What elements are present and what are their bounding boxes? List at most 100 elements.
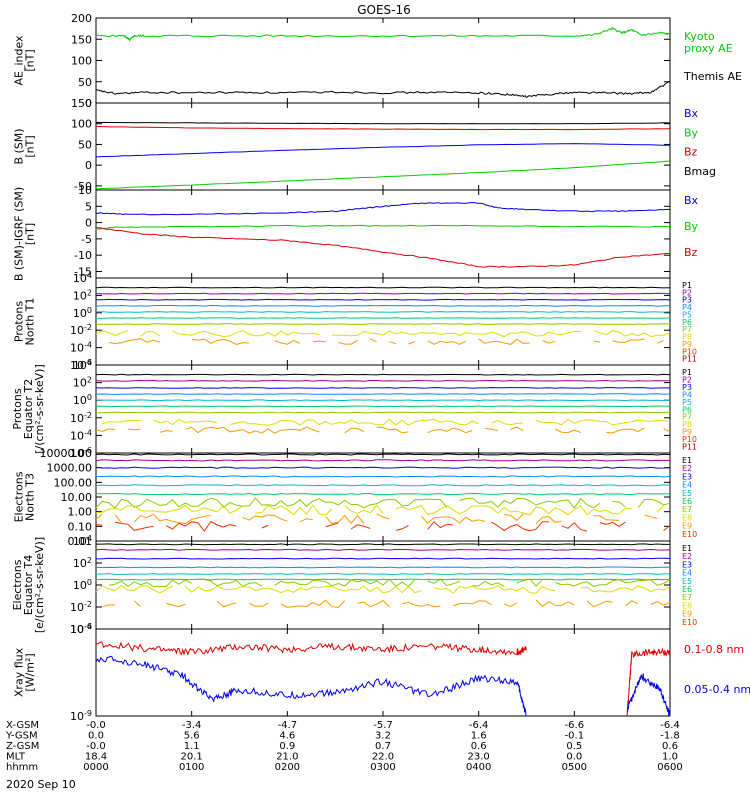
ephem-value: 0.0 — [566, 752, 582, 763]
y-tick-label: 0 — [85, 97, 92, 110]
tick-exponent: 2 — [87, 376, 92, 385]
channel-line-E8 — [395, 504, 632, 516]
panel-bsm: 150 100 50 0 -50 B (SM)[nT] Bx By Bz Bmag — [13, 97, 717, 193]
channel-line-E7 — [274, 578, 416, 588]
channel-line-P5 — [95, 311, 671, 313]
legend-P3: P3 — [682, 296, 692, 305]
channel-line-E9 — [420, 515, 486, 524]
legend-entry: Bx — [684, 194, 699, 207]
channel-line-E9 — [299, 518, 313, 523]
channel-line-E9 — [102, 604, 116, 608]
channel-line-E9 — [280, 599, 346, 609]
y-tick-label: 200 — [71, 12, 92, 25]
y-axis-label: ProtonsNorth T1 — [13, 298, 37, 346]
channel-line-P5 — [95, 399, 671, 402]
y-tick-label: -50 — [74, 180, 92, 193]
ephem-row-label: X-GSM — [6, 720, 39, 731]
channel-line-P9 — [478, 338, 530, 345]
tick-base: 10 — [70, 359, 84, 372]
tick-base: 10 — [70, 324, 84, 337]
tick-exponent: 2 — [87, 556, 92, 565]
channel-line-E10 — [395, 524, 409, 531]
channel-line-E7 — [95, 497, 448, 509]
ephem-value: 0.0 — [88, 731, 104, 742]
legend-entry: 0.05-0.4 nm — [684, 683, 750, 696]
legend-entry: Bz — [684, 146, 698, 159]
channel-line-P9 — [185, 426, 320, 434]
channel-line-E8 — [95, 504, 243, 514]
tick-base: 10 — [70, 342, 84, 355]
channel-line-E9 — [586, 600, 613, 608]
tick-base: 10 — [73, 359, 87, 372]
channel-line-E10 — [165, 520, 237, 532]
y-tick-label: 10-9 — [70, 709, 92, 723]
series-kyoto-proxy-ae — [95, 26, 671, 43]
legend-E3: E3 — [682, 472, 692, 481]
channel-line-E9 — [644, 514, 658, 519]
channel-line-P9 — [95, 428, 116, 432]
channel-line-P9 — [376, 426, 409, 434]
y-tick-label: 1000.00 — [47, 462, 93, 475]
channel-line-E9 — [133, 600, 141, 607]
tick-base: 10 — [73, 579, 87, 592]
y-axis-label: ElectronsEquator T4[e/(cm²-s-sr-keV)] — [11, 537, 46, 633]
series-bz — [95, 227, 671, 268]
channel-line-E7 — [427, 578, 460, 587]
legend-P5: P5 — [682, 398, 692, 407]
legend-P10: P10 — [682, 435, 697, 444]
channel-line-P4 — [95, 304, 670, 307]
ephem-value: -1.8 — [660, 731, 680, 742]
channel-line-E4 — [95, 475, 671, 478]
legend-P6: P6 — [682, 318, 692, 327]
channel-line-E1 — [95, 453, 671, 456]
y-axis-label-line: Equator T4 — [22, 555, 35, 615]
legend-P3: P3 — [682, 383, 692, 392]
legend-P7: P7 — [682, 325, 692, 334]
figure-title: GOES-16 — [357, 3, 411, 17]
channel-line-E9 — [650, 601, 671, 606]
y-tick-label: 0.01 — [68, 535, 93, 548]
y-tick-label: 104 — [73, 271, 92, 285]
legend-E7: E7 — [682, 593, 692, 602]
tick-exponent: -6 — [84, 446, 92, 455]
channel-line-E4 — [95, 566, 670, 569]
y-tick-label: 10-4 — [70, 341, 92, 355]
channel-line-E10 — [261, 524, 269, 529]
channel-line-E10 — [599, 521, 626, 527]
channel-line-P8 — [153, 418, 218, 426]
series-0-05-0-4-nm — [95, 655, 527, 717]
series-bx — [95, 202, 671, 216]
y-axis-label-line: Xray flux — [13, 647, 26, 697]
legend-P10: P10 — [682, 347, 697, 356]
channel-line-E9 — [401, 601, 441, 608]
channel-line-E7 — [108, 579, 192, 588]
tick-base: 10 — [70, 710, 84, 723]
channel-line-P9 — [510, 426, 524, 432]
channel-line-E10 — [491, 521, 549, 532]
channel-line-P3 — [96, 298, 671, 301]
y-tick-label: 0.10 — [68, 520, 93, 533]
channel-line-P9 — [484, 427, 498, 431]
series-bz — [95, 126, 671, 131]
legend-E2: E2 — [682, 464, 692, 473]
legend-E7: E7 — [682, 505, 692, 514]
channel-line-E10 — [561, 522, 588, 532]
y-axis-label: B (SM)[nT] — [13, 128, 37, 164]
legend-P9: P9 — [682, 428, 692, 437]
tick-exponent: 4 — [87, 534, 92, 543]
tick-base: 10 — [73, 289, 87, 302]
channel-line-E9 — [248, 602, 269, 607]
ephem-value: 0.6 — [662, 741, 678, 752]
y-tick-label: 10000.00 — [40, 447, 93, 460]
panel-frame — [95, 364, 671, 454]
y-tick-label: 50 — [78, 138, 92, 151]
tick-base: 10 — [70, 447, 84, 460]
tick-exponent: -2 — [84, 600, 92, 609]
y-axis-label-line: B (SM) — [13, 128, 26, 164]
channel-line-E1 — [96, 543, 670, 546]
legend-E1: E1 — [682, 544, 692, 553]
y-axis-label-line: [nT] — [24, 49, 37, 71]
legend-entry: By — [684, 220, 699, 233]
legend-P1: P1 — [682, 368, 692, 377]
